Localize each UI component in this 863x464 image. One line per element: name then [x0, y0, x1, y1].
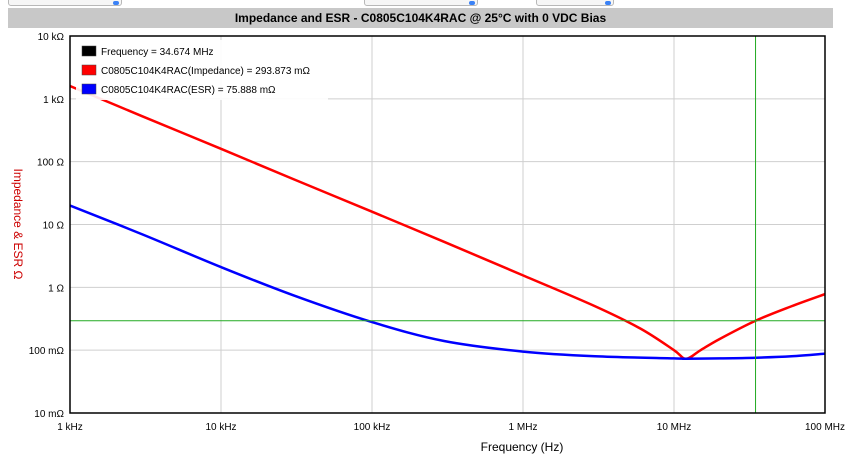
legend-swatch: [81, 45, 97, 57]
top-select-3[interactable]: [536, 0, 614, 6]
y-axis-label: Impedance & ESR Ω: [11, 168, 25, 279]
legend-label: Frequency = 34.674 MHz: [101, 47, 214, 58]
x-tick-label: 10 kHz: [205, 422, 236, 433]
top-select-2-arrow: [469, 1, 475, 5]
x-tick-label: 100 MHz: [805, 422, 845, 433]
top-select-1[interactable]: [8, 0, 122, 6]
y-tick-label: 10 mΩ: [34, 409, 64, 420]
legend-swatch: [81, 83, 97, 95]
y-tick-label: 100 mΩ: [29, 346, 65, 357]
top-control-strip: [0, 0, 863, 6]
y-tick-label: 1 Ω: [48, 283, 64, 294]
legend-background: [76, 40, 328, 100]
x-tick-label: 10 MHz: [657, 422, 691, 433]
y-tick-labels: 10 kΩ 1 kΩ 100 Ω 10 Ω 1 Ω 100 mΩ 10 mΩ: [29, 32, 65, 420]
esr-line: [70, 204, 825, 361]
impedance-line: [70, 84, 825, 360]
y-tick-label: 100 Ω: [37, 158, 64, 169]
legend-swatch: [81, 64, 97, 76]
legend-label: C0805C104K4RAC(ESR) = 75.888 mΩ: [101, 85, 276, 96]
chart-title: Impedance and ESR - C0805C104K4RAC @ 25°…: [8, 8, 833, 28]
plot-frame: [69, 35, 826, 414]
x-axis-label: Frequency (Hz): [481, 440, 564, 454]
x-tick-labels: 1 kHz 10 kHz 100 kHz 1 MHz 10 MHz 100 MHz: [57, 422, 845, 433]
legend-label: C0805C104K4RAC(Impedance) = 293.873 mΩ: [101, 66, 311, 77]
curves: [70, 84, 825, 361]
y-tick-label: 10 kΩ: [38, 32, 65, 43]
y-tick-label: 1 kΩ: [43, 95, 64, 106]
top-select-2[interactable]: [364, 0, 478, 6]
legend: Frequency = 34.674 MHz C0805C104K4RAC(Imp…: [76, 40, 328, 100]
cursor-crosshair: [70, 36, 825, 413]
x-tick-label: 1 kHz: [57, 422, 83, 433]
top-select-1-arrow: [113, 1, 119, 5]
x-tick-label: 1 MHz: [509, 422, 538, 433]
y-tick-label: 10 Ω: [43, 221, 65, 232]
x-tick-label: 100 kHz: [354, 422, 391, 433]
top-select-3-arrow: [605, 1, 611, 5]
